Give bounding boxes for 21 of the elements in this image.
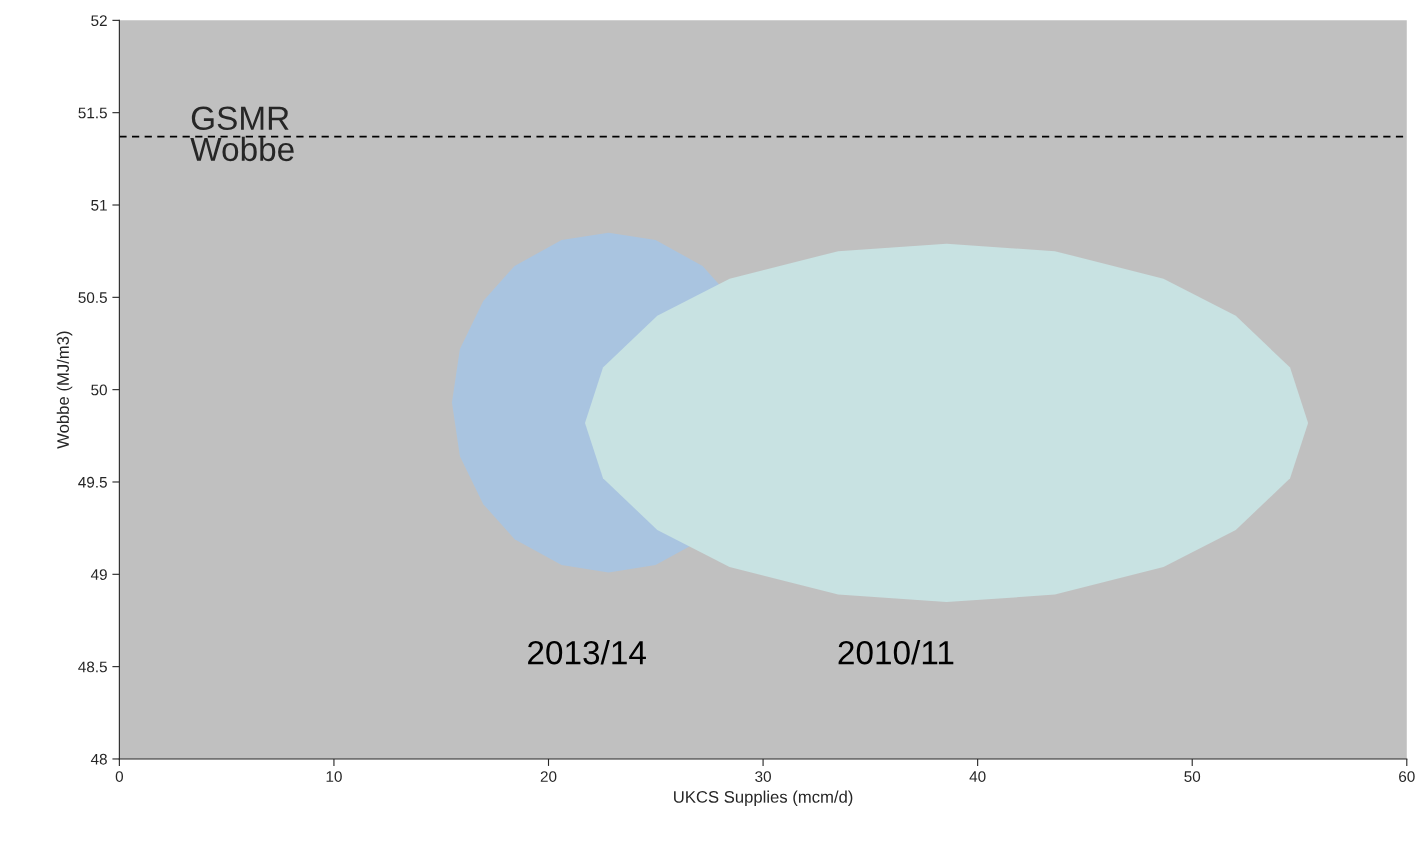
y-tick-label: 50.5 (78, 292, 107, 304)
x-tick-label: 10 (326, 771, 342, 782)
y-tick-label: 48 (90, 753, 107, 765)
annotation: 2010/11 (838, 640, 954, 665)
y-tick-label: 49.5 (78, 476, 107, 488)
y-tick-label: 51.5 (78, 107, 107, 119)
y-tick-label: 51 (91, 200, 107, 211)
y-tick-label: 50 (91, 384, 107, 396)
y-tick-label: 52 (91, 15, 107, 27)
annotation: 2013/14 (528, 640, 646, 665)
x-tick-label: 40 (969, 771, 986, 782)
x-tick-label: 50 (1184, 771, 1201, 782)
x-tick-label: 60 (1399, 771, 1415, 782)
y-axis-title: Wobbe (MJ/m3) (56, 331, 73, 449)
y-tick-label: 48.5 (78, 661, 107, 673)
x-tick-label: 30 (755, 771, 771, 782)
x-axis-title: UKCS Supplies (mcm/d) (674, 790, 853, 807)
y-tick-label: 49 (90, 569, 107, 580)
ref-line-label: GSMR Wobbe (190, 106, 294, 162)
x-tick-label: 20 (540, 771, 557, 782)
x-tick-label: 0 (115, 771, 124, 782)
